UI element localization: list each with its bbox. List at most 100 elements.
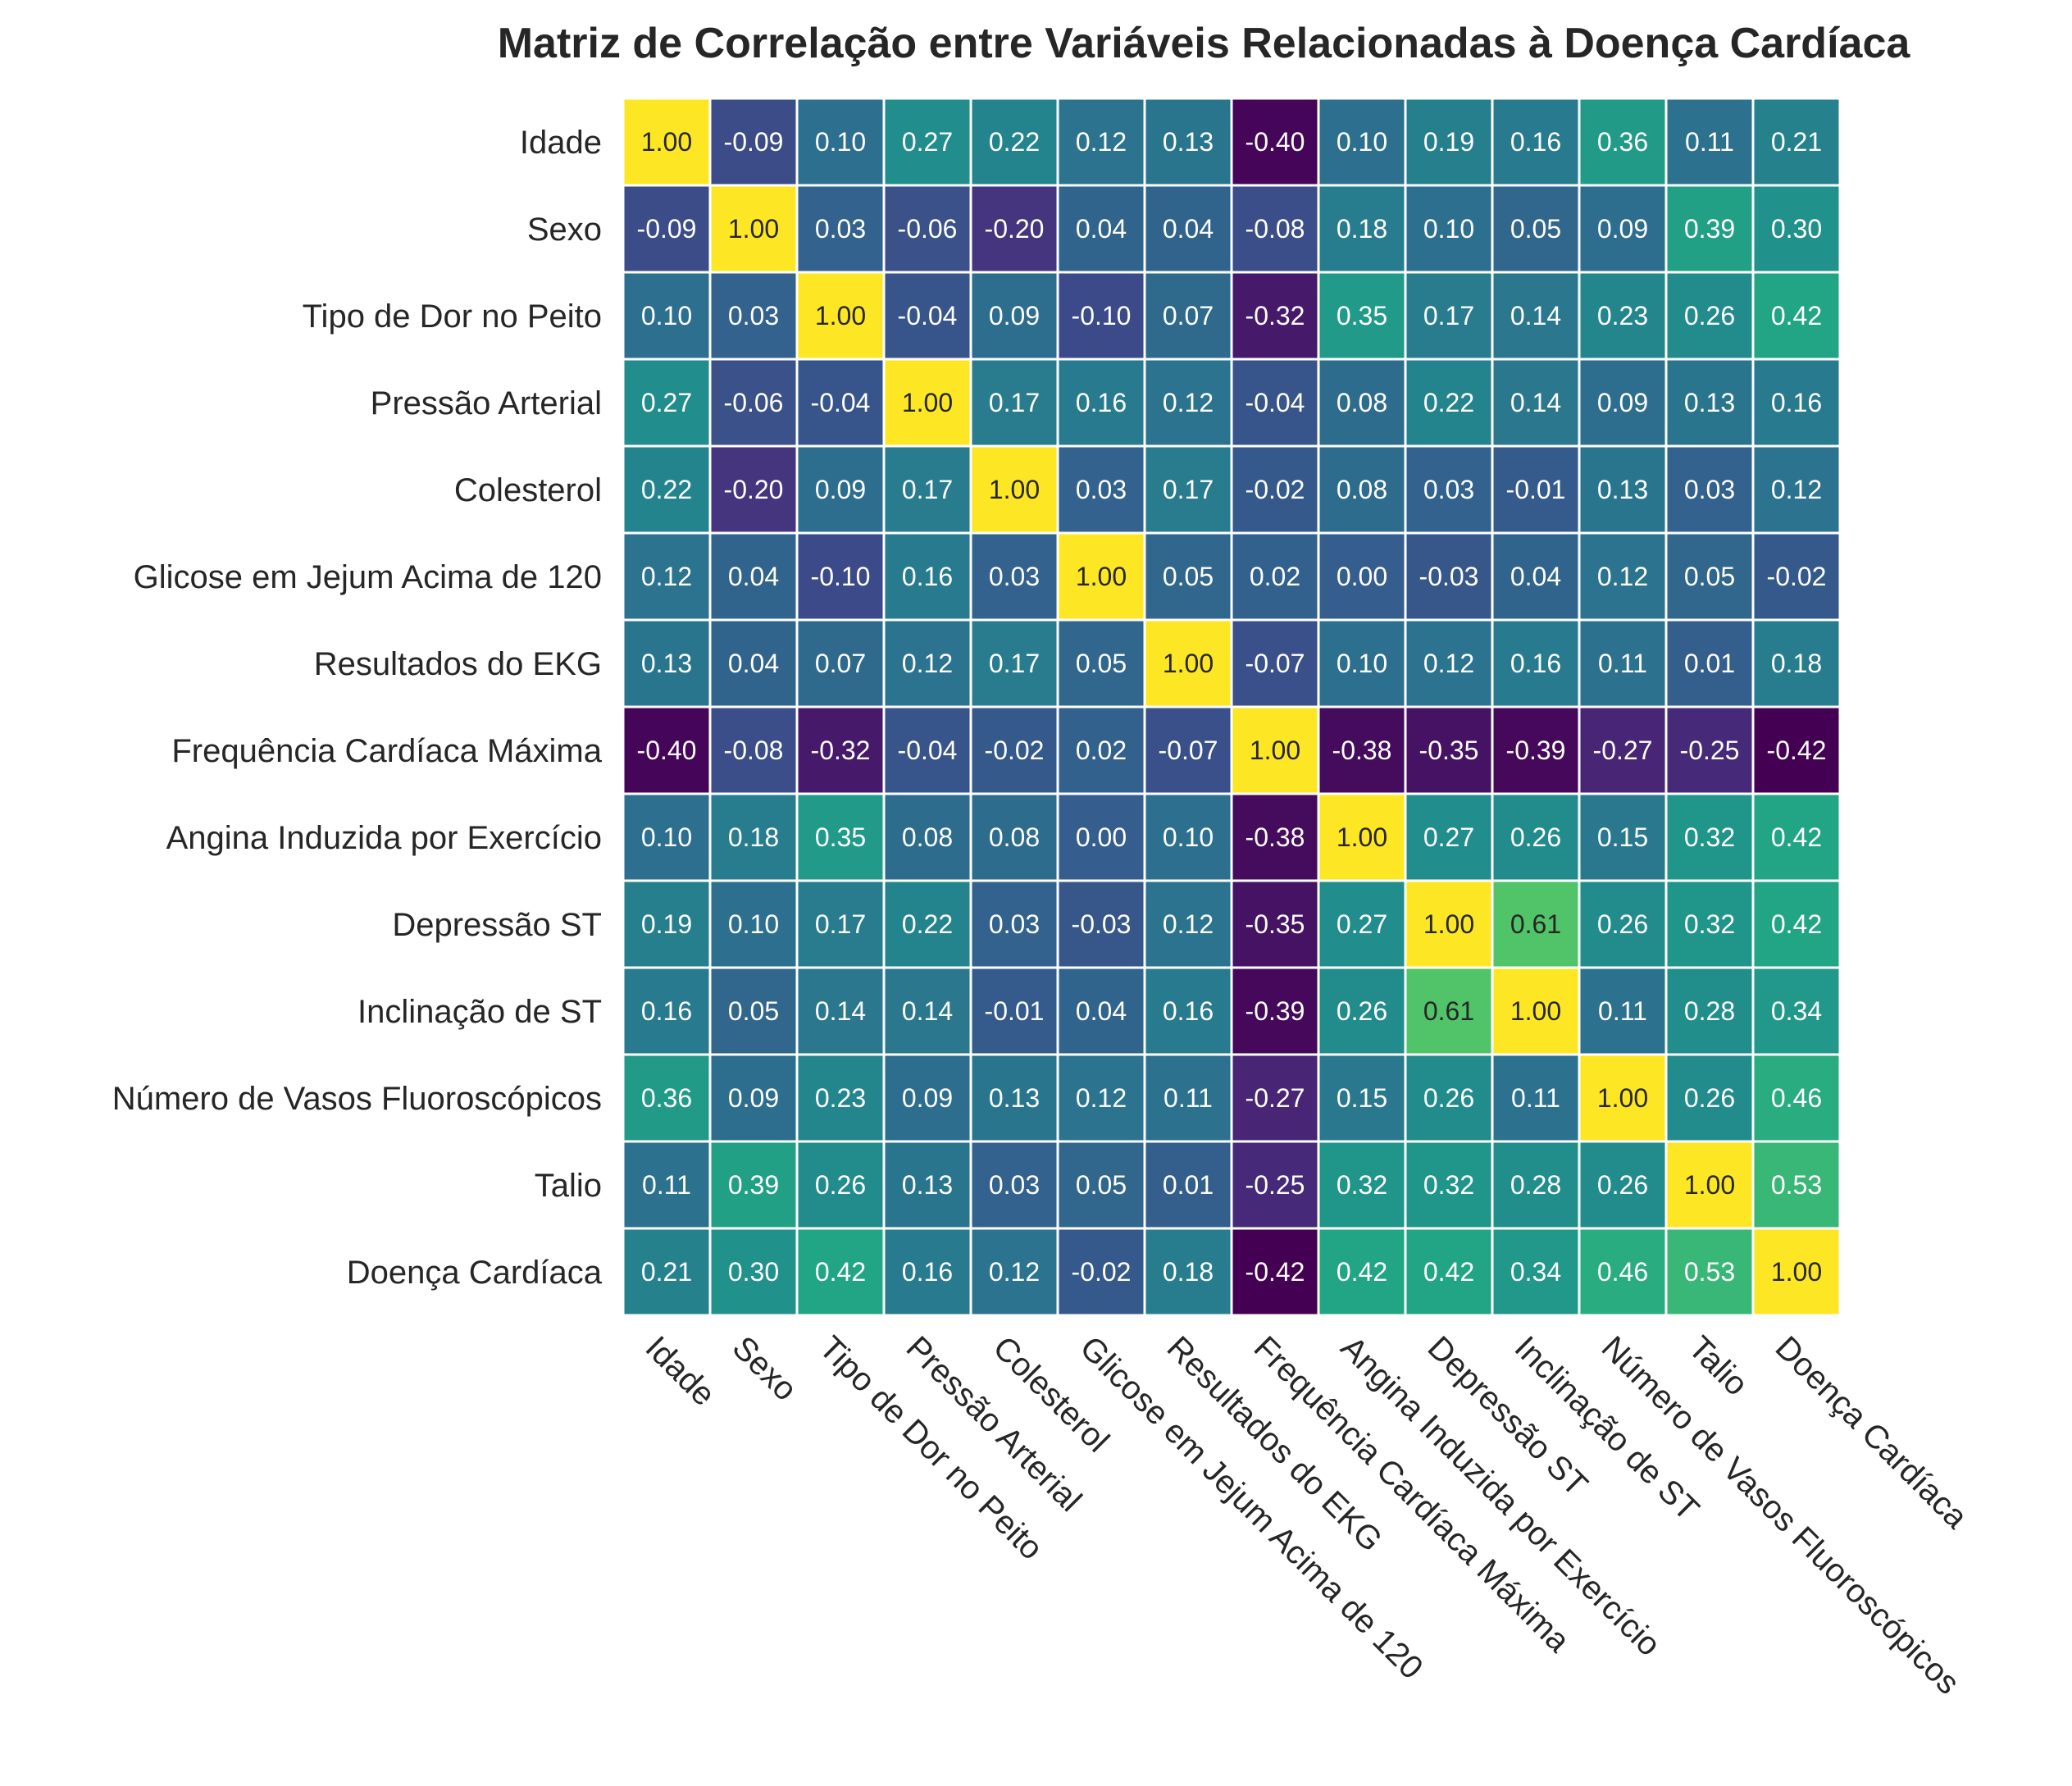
cell-value-numero-de-vasos-fluoroscopicos-glicose-em-jejum-acima-de-120: 0.12 <box>1076 1083 1127 1113</box>
cell-value-idade-resultados-do-ekg: 0.13 <box>1163 127 1214 157</box>
cell-value-resultados-do-ekg-glicose-em-jejum-acima-de-120: 0.05 <box>1076 649 1127 678</box>
cell-value-pressao-arterial-tipo-de-dor-no-peito: -0.04 <box>811 388 871 417</box>
cell-value-tipo-de-dor-no-peito-numero-de-vasos-fluoroscopicos: 0.23 <box>1597 301 1648 330</box>
cell-value-tipo-de-dor-no-peito-pressao-arterial: -0.04 <box>898 301 958 330</box>
cell-value-idade-tipo-de-dor-no-peito: 0.10 <box>815 127 866 157</box>
heatmap-cell-pressao-arterial-frequencia-cardiaca-maxima <box>1230 358 1320 448</box>
cell-value-sexo-pressao-arterial: -0.06 <box>898 214 958 244</box>
cell-value-frequencia-cardiaca-maxima-pressao-arterial: -0.04 <box>898 736 958 765</box>
cell-value-depressao-st-tipo-de-dor-no-peito: 0.17 <box>815 909 866 939</box>
cell-value-colesterol-sexo: -0.20 <box>724 475 784 504</box>
heatmap-cell-pressao-arterial-numero-de-vasos-fluoroscopicos <box>1578 358 1668 448</box>
cell-value-numero-de-vasos-fluoroscopicos-talio: 0.26 <box>1684 1083 1735 1113</box>
heatmap-cell-frequencia-cardiaca-maxima-inclinacao-de-st <box>1491 705 1581 795</box>
cell-value-colesterol-idade: 0.22 <box>641 475 692 504</box>
cell-value-talio-frequencia-cardiaca-maxima: -0.25 <box>1245 1170 1305 1200</box>
heatmap-cell-pressao-arterial-doenca-cardiaca <box>1751 358 1842 448</box>
cell-value-glicose-em-jejum-acima-de-120-glicose-em-jejum-acima-de-120: 1.00 <box>1076 562 1127 591</box>
cell-value-talio-talio: 1.00 <box>1684 1170 1735 1200</box>
y-tick-label-depressao-st: Depressão ST <box>392 907 602 943</box>
cell-value-sexo-inclinacao-de-st: 0.05 <box>1510 214 1561 244</box>
cell-value-glicose-em-jejum-acima-de-120-talio: 0.05 <box>1684 562 1735 591</box>
heatmap-cell-angina-induzida-por-exercicio-doenca-cardiaca <box>1751 792 1842 882</box>
heatmap-cell-resultados-do-ekg-sexo <box>708 618 799 708</box>
cell-value-doenca-cardiaca-depressao-st: 0.42 <box>1423 1257 1474 1287</box>
heatmap-cell-inclinacao-de-st-frequencia-cardiaca-maxima <box>1230 966 1320 1056</box>
heatmap-cell-talio-inclinacao-de-st <box>1491 1140 1581 1230</box>
cell-value-depressao-st-frequencia-cardiaca-maxima: -0.35 <box>1245 909 1305 939</box>
cell-value-talio-resultados-do-ekg: 0.01 <box>1163 1170 1214 1200</box>
heatmap-cell-numero-de-vasos-fluoroscopicos-numero-de-vasos-fluoroscopicos <box>1578 1053 1668 1143</box>
cell-value-doenca-cardiaca-angina-induzida-por-exercicio: 0.42 <box>1337 1257 1387 1287</box>
cell-value-angina-induzida-por-exercicio-inclinacao-de-st: 0.26 <box>1510 822 1561 852</box>
cell-value-resultados-do-ekg-frequencia-cardiaca-maxima: -0.07 <box>1245 649 1305 678</box>
heatmap-cell-frequencia-cardiaca-maxima-sexo <box>708 705 799 795</box>
cell-value-resultados-do-ekg-depressao-st: 0.12 <box>1423 649 1474 678</box>
cell-value-tipo-de-dor-no-peito-doenca-cardiaca: 0.42 <box>1771 301 1822 330</box>
heatmap-cell-colesterol-glicose-em-jejum-acima-de-120 <box>1056 444 1146 535</box>
cell-value-talio-angina-induzida-por-exercicio: 0.32 <box>1337 1170 1387 1200</box>
cell-value-frequencia-cardiaca-maxima-resultados-do-ekg: -0.07 <box>1159 736 1218 765</box>
cell-value-resultados-do-ekg-pressao-arterial: 0.12 <box>902 649 953 678</box>
cell-value-frequencia-cardiaca-maxima-colesterol: -0.02 <box>985 736 1045 765</box>
cell-value-frequencia-cardiaca-maxima-inclinacao-de-st: -0.39 <box>1506 736 1566 765</box>
heatmap-cell-colesterol-pressao-arterial <box>882 444 972 535</box>
cell-value-doenca-cardiaca-pressao-arterial: 0.16 <box>902 1257 953 1287</box>
cell-value-talio-glicose-em-jejum-acima-de-120: 0.05 <box>1076 1170 1127 1200</box>
heatmap-cell-sexo-pressao-arterial <box>882 184 972 274</box>
heatmap-cell-inclinacao-de-st-angina-induzida-por-exercicio <box>1317 966 1407 1056</box>
cell-value-resultados-do-ekg-angina-induzida-por-exercicio: 0.10 <box>1337 649 1387 678</box>
y-tick-label-colesterol: Colesterol <box>454 472 602 508</box>
y-tick-label-talio: Talio <box>535 1168 602 1204</box>
cell-value-doenca-cardiaca-doenca-cardiaca: 1.00 <box>1771 1257 1822 1287</box>
heatmap-cell-resultados-do-ekg-glicose-em-jejum-acima-de-120 <box>1056 618 1146 708</box>
cell-value-frequencia-cardiaca-maxima-sexo: -0.08 <box>724 736 784 765</box>
heatmap-cell-doenca-cardiaca-doenca-cardiaca <box>1751 1227 1842 1317</box>
cell-value-pressao-arterial-colesterol: 0.17 <box>989 388 1040 417</box>
cell-value-idade-frequencia-cardiaca-maxima: -0.40 <box>1245 127 1305 157</box>
cell-value-idade-depressao-st: 0.19 <box>1423 127 1474 157</box>
cell-value-idade-angina-induzida-por-exercicio: 0.10 <box>1337 127 1387 157</box>
heatmap-cell-doenca-cardiaca-resultados-do-ekg <box>1143 1227 1233 1317</box>
cell-value-pressao-arterial-sexo: -0.06 <box>724 388 784 417</box>
heatmap-cell-glicose-em-jejum-acima-de-120-tipo-de-dor-no-peito <box>795 531 886 622</box>
cell-value-pressao-arterial-resultados-do-ekg: 0.12 <box>1163 388 1214 417</box>
heatmap-cell-sexo-numero-de-vasos-fluoroscopicos <box>1578 184 1668 274</box>
heatmap-cell-idade-sexo <box>708 97 799 187</box>
cell-value-angina-induzida-por-exercicio-tipo-de-dor-no-peito: 0.35 <box>815 822 866 852</box>
heatmap-cell-glicose-em-jejum-acima-de-120-glicose-em-jejum-acima-de-120 <box>1056 531 1146 622</box>
heatmap-cell-doenca-cardiaca-depressao-st <box>1404 1227 1494 1317</box>
heatmap-cell-colesterol-sexo <box>708 444 799 535</box>
heatmap-cell-idade-depressao-st <box>1404 97 1494 187</box>
heatmap-cell-idade-idade <box>622 97 712 187</box>
cell-value-depressao-st-glicose-em-jejum-acima-de-120: -0.03 <box>1072 909 1132 939</box>
cell-value-angina-induzida-por-exercicio-frequencia-cardiaca-maxima: -0.38 <box>1245 822 1305 852</box>
cell-value-glicose-em-jejum-acima-de-120-colesterol: 0.03 <box>989 562 1040 591</box>
cell-value-doenca-cardiaca-inclinacao-de-st: 0.34 <box>1510 1257 1561 1287</box>
cell-value-resultados-do-ekg-talio: 0.01 <box>1684 649 1735 678</box>
heatmap-cell-depressao-st-inclinacao-de-st <box>1491 879 1581 969</box>
cell-value-depressao-st-pressao-arterial: 0.22 <box>902 909 953 939</box>
heatmap-cell-doenca-cardiaca-sexo <box>708 1227 799 1317</box>
heatmap-cell-idade-numero-de-vasos-fluoroscopicos <box>1578 97 1668 187</box>
heatmap-cell-talio-doenca-cardiaca <box>1751 1140 1842 1230</box>
heatmap-cell-pressao-arterial-pressao-arterial <box>882 358 972 448</box>
heatmap-cell-doenca-cardiaca-idade <box>622 1227 712 1317</box>
cell-value-numero-de-vasos-fluoroscopicos-sexo: 0.09 <box>728 1083 779 1113</box>
cell-value-idade-inclinacao-de-st: 0.16 <box>1510 127 1561 157</box>
cell-value-numero-de-vasos-fluoroscopicos-resultados-do-ekg: 0.11 <box>1164 1083 1213 1113</box>
cell-value-depressao-st-inclinacao-de-st: 0.61 <box>1510 909 1561 939</box>
cell-value-glicose-em-jejum-acima-de-120-frequencia-cardiaca-maxima: 0.02 <box>1250 562 1300 591</box>
cell-value-sexo-depressao-st: 0.10 <box>1423 214 1474 244</box>
heatmap-cell-angina-induzida-por-exercicio-sexo <box>708 792 799 882</box>
cell-value-resultados-do-ekg-resultados-do-ekg: 1.00 <box>1163 649 1214 678</box>
y-tick-label-pressao-arterial: Pressão Arterial <box>371 385 602 421</box>
cell-value-doenca-cardiaca-sexo: 0.30 <box>728 1257 779 1287</box>
heatmap-cell-pressao-arterial-glicose-em-jejum-acima-de-120 <box>1056 358 1146 448</box>
cell-value-numero-de-vasos-fluoroscopicos-tipo-de-dor-no-peito: 0.23 <box>815 1083 866 1113</box>
cell-value-pressao-arterial-glicose-em-jejum-acima-de-120: 0.16 <box>1076 388 1127 417</box>
heatmap-cell-colesterol-resultados-do-ekg <box>1143 444 1233 535</box>
cell-value-pressao-arterial-inclinacao-de-st: 0.14 <box>1510 388 1561 417</box>
heatmap-cell-numero-de-vasos-fluoroscopicos-doenca-cardiaca <box>1751 1053 1842 1143</box>
heatmap-cell-sexo-angina-induzida-por-exercicio <box>1317 184 1407 274</box>
